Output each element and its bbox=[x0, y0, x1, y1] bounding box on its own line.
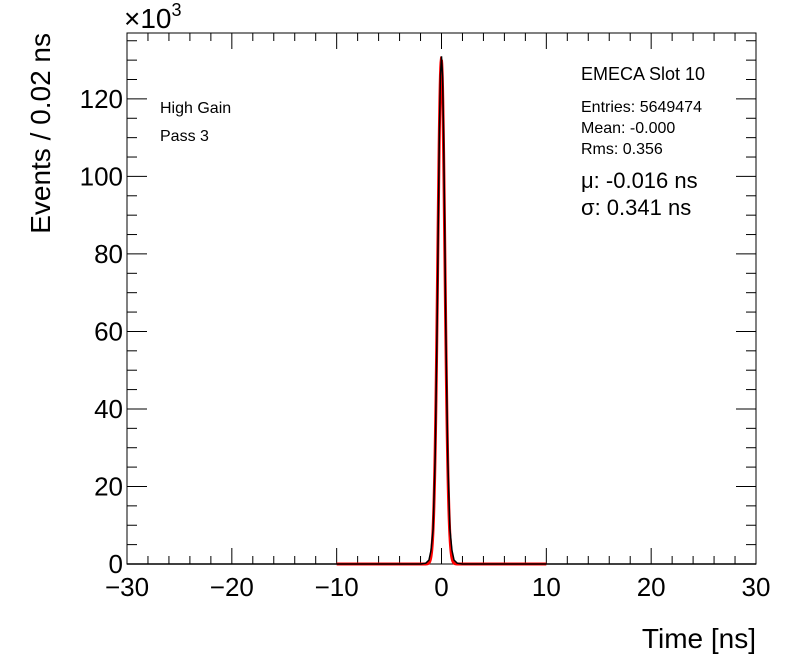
y-tick-label: 0 bbox=[109, 549, 123, 579]
fit-mu: μ: -0.016 ns bbox=[581, 168, 698, 193]
series-histogram bbox=[127, 56, 756, 565]
x-tick-label: −30 bbox=[105, 572, 149, 602]
y-multiplier: ×103 bbox=[124, 0, 182, 34]
x-axis-title: Time [ns] bbox=[642, 623, 756, 654]
fit-sigma: σ: 0.341 ns bbox=[581, 195, 691, 220]
axis-ticks bbox=[126, 33, 757, 565]
y-tick-label: 100 bbox=[80, 161, 123, 191]
stat-entries: Entries: 5649474 bbox=[581, 99, 702, 116]
annotation-pass: Pass 3 bbox=[160, 128, 209, 145]
data-series bbox=[127, 56, 756, 566]
y-tick-label: 40 bbox=[94, 394, 123, 424]
annotation-title: EMECA Slot 10 bbox=[581, 64, 705, 84]
y-tick-label: 120 bbox=[80, 84, 123, 114]
x-tick-label: −20 bbox=[210, 572, 254, 602]
y-tick-labels: 0 20 40 60 80 100 120 bbox=[80, 84, 123, 579]
x-tick-label: 30 bbox=[742, 572, 771, 602]
series-fit-gaussian bbox=[336, 56, 547, 566]
y-tick-label: 80 bbox=[94, 239, 123, 269]
x-tick-label: 0 bbox=[434, 572, 448, 602]
x-tick-label: −10 bbox=[315, 572, 359, 602]
y-tick-label: 20 bbox=[94, 471, 123, 501]
y-axis-title: Events / 0.02 ns bbox=[25, 33, 56, 234]
x-tick-labels: −30 −20 −10 0 10 20 30 bbox=[105, 572, 771, 602]
annotation-gain: High Gain bbox=[160, 100, 231, 117]
stat-mean: Mean: -0.000 bbox=[581, 120, 675, 137]
stat-rms: Rms: 0.356 bbox=[581, 141, 663, 158]
x-tick-label: 10 bbox=[532, 572, 561, 602]
x-tick-label: 20 bbox=[637, 572, 666, 602]
y-tick-label: 60 bbox=[94, 316, 123, 346]
y-multiplier-exponent: 3 bbox=[172, 0, 182, 20]
